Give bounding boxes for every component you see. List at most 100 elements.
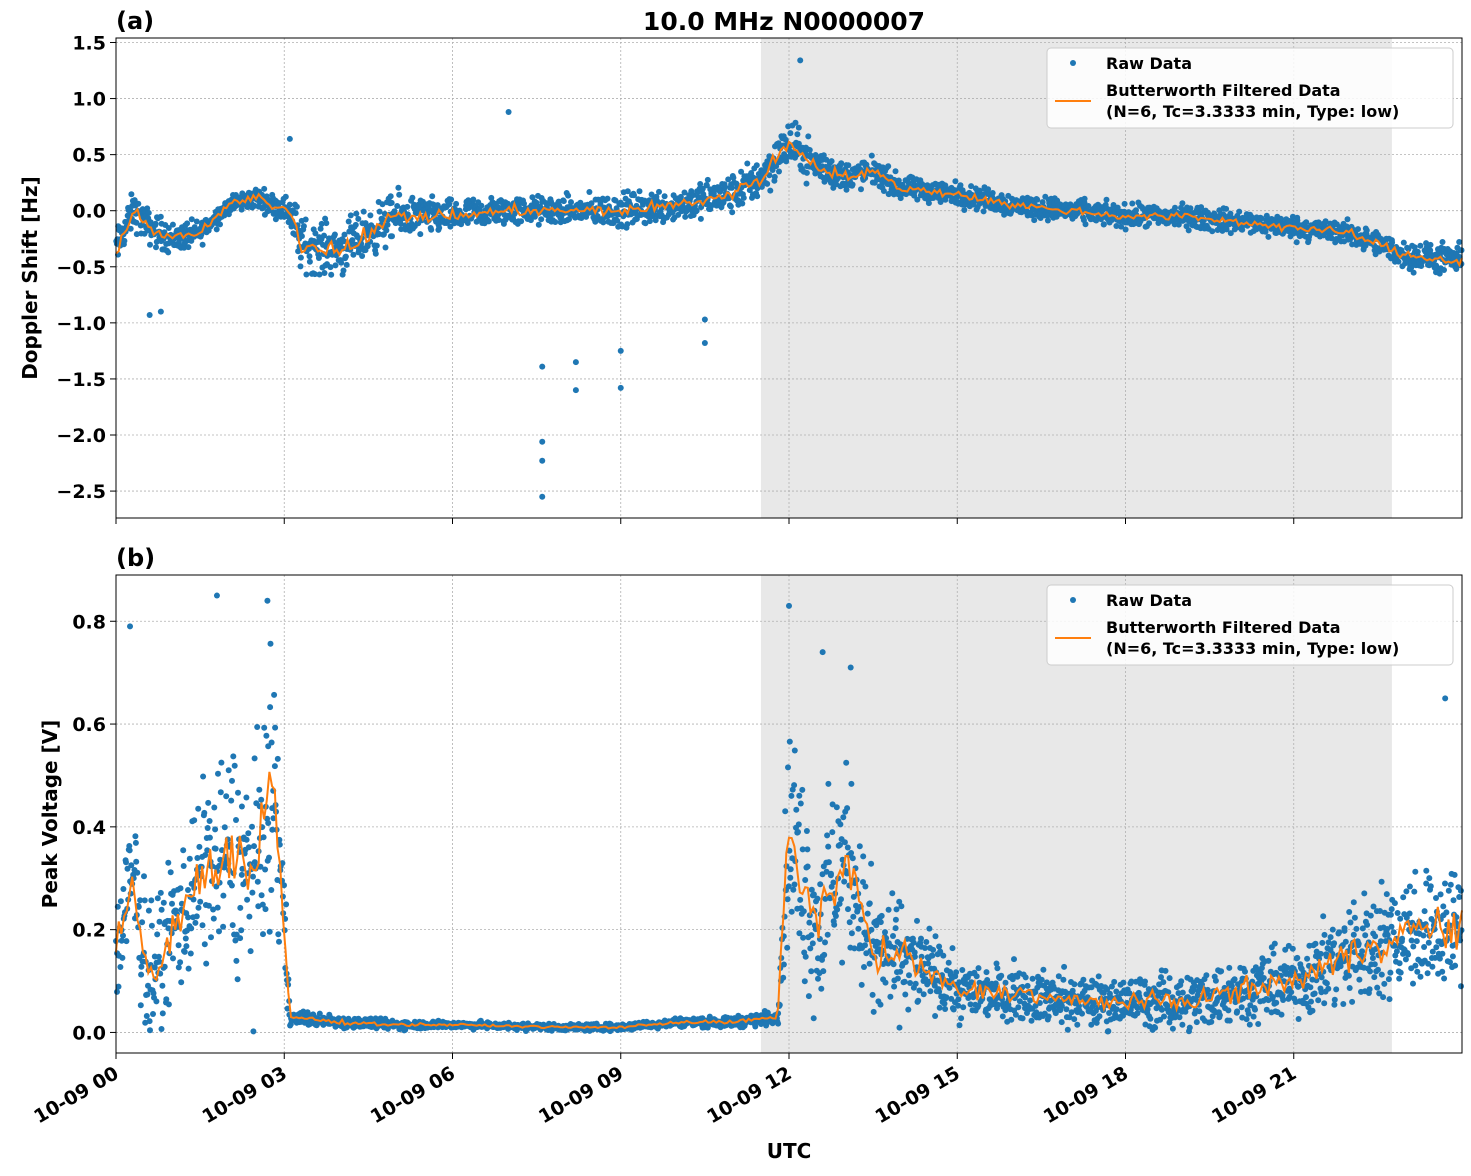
raw-data-point — [552, 219, 558, 225]
raw-data-point — [1246, 1011, 1252, 1017]
raw-data-point — [177, 959, 183, 965]
raw-data-point — [1011, 956, 1017, 962]
raw-data-point — [395, 185, 401, 191]
raw-data-point — [265, 820, 271, 826]
raw-data-point — [181, 863, 187, 869]
raw-data-point — [239, 872, 245, 878]
raw-data-point — [117, 964, 123, 970]
raw-data-point — [158, 214, 164, 220]
raw-data-point — [146, 908, 152, 914]
raw-data-point — [283, 901, 289, 907]
raw-data-point — [1411, 270, 1417, 276]
raw-data-point — [259, 892, 265, 898]
raw-data-point — [600, 219, 606, 225]
raw-data-point — [1104, 197, 1110, 203]
raw-data-point — [188, 951, 194, 957]
raw-data-point — [205, 800, 211, 806]
raw-data-point — [268, 887, 274, 893]
raw-data-point — [294, 204, 300, 210]
raw-data-point — [287, 202, 293, 208]
raw-data-point — [960, 1004, 966, 1010]
raw-data-point — [1071, 981, 1077, 987]
raw-data-point — [957, 1022, 963, 1028]
raw-data-point — [170, 955, 176, 961]
raw-data-point — [237, 905, 243, 911]
raw-data-point — [157, 919, 163, 925]
raw-data-point — [123, 938, 129, 944]
raw-data-point — [821, 952, 827, 958]
raw-data-point — [586, 189, 592, 195]
raw-data-point — [267, 929, 273, 935]
raw-data-point — [867, 900, 873, 906]
raw-data-point — [348, 212, 354, 218]
raw-data-point — [926, 926, 932, 932]
raw-data-point — [208, 934, 214, 940]
raw-data-point — [196, 844, 202, 850]
raw-data-point — [120, 886, 126, 892]
raw-data-point — [211, 916, 217, 922]
raw-data-point — [817, 881, 823, 887]
raw-data-point — [194, 219, 200, 225]
raw-data-point — [159, 983, 165, 989]
raw-data-point — [144, 1013, 150, 1019]
raw-data-point — [194, 913, 200, 919]
raw-data-point — [818, 986, 824, 992]
raw-data-point — [185, 244, 191, 250]
raw-data-point — [1252, 1007, 1258, 1013]
raw-data-point — [1080, 977, 1086, 983]
raw-data-point — [1023, 974, 1029, 980]
raw-data-point — [250, 1028, 256, 1034]
raw-data-point — [235, 790, 241, 796]
raw-data-point — [182, 949, 188, 955]
raw-data-point — [201, 810, 207, 816]
raw-data-point — [344, 262, 350, 268]
raw-data-point — [244, 897, 250, 903]
raw-data-point — [114, 989, 120, 995]
raw-data-point — [974, 973, 980, 979]
raw-data-point — [829, 158, 835, 164]
raw-data-point — [230, 922, 236, 928]
raw-data-point — [843, 760, 849, 766]
raw-data-point — [389, 233, 395, 239]
raw-data-point — [207, 818, 213, 824]
raw-data-outlier — [573, 359, 579, 365]
raw-data-point — [1263, 229, 1269, 235]
raw-data-point — [1279, 1012, 1285, 1018]
raw-data-point — [905, 1007, 911, 1013]
raw-data-point — [1290, 946, 1296, 952]
raw-data-point — [1247, 1022, 1253, 1028]
raw-data-point — [150, 1011, 156, 1017]
raw-data-point — [1255, 1021, 1261, 1027]
raw-data-point — [860, 853, 866, 859]
raw-data-point — [1082, 196, 1088, 202]
raw-data-point — [333, 262, 339, 268]
raw-data-point — [1225, 1007, 1231, 1013]
raw-data-point — [947, 985, 953, 991]
raw-data-point — [796, 821, 802, 827]
raw-data-point — [787, 875, 793, 881]
raw-data-point — [134, 870, 140, 876]
raw-data-point — [1145, 1006, 1151, 1012]
raw-data-point — [155, 895, 161, 901]
raw-data-point — [261, 725, 267, 731]
raw-data-point — [1208, 1019, 1214, 1025]
raw-data-point — [729, 209, 735, 215]
raw-data-point — [1123, 227, 1129, 233]
raw-data-point — [994, 965, 1000, 971]
raw-data-point — [785, 764, 791, 770]
raw-data-point — [275, 931, 281, 937]
raw-data-point — [142, 897, 148, 903]
raw-data-point — [849, 930, 855, 936]
raw-data-point — [184, 220, 190, 226]
raw-data-point — [927, 988, 933, 994]
raw-data-point — [754, 193, 760, 199]
raw-data-point — [858, 186, 864, 192]
raw-data-point — [958, 1015, 964, 1021]
raw-data-point — [804, 828, 810, 834]
raw-data-point — [1096, 973, 1102, 979]
raw-data-point — [1186, 227, 1192, 233]
raw-data-point — [1236, 209, 1242, 215]
raw-data-point — [1083, 221, 1089, 227]
legend-filtered-params: (N=6, Tc=3.3333 min, Type: low) — [1106, 102, 1399, 121]
raw-data-point — [859, 982, 865, 988]
